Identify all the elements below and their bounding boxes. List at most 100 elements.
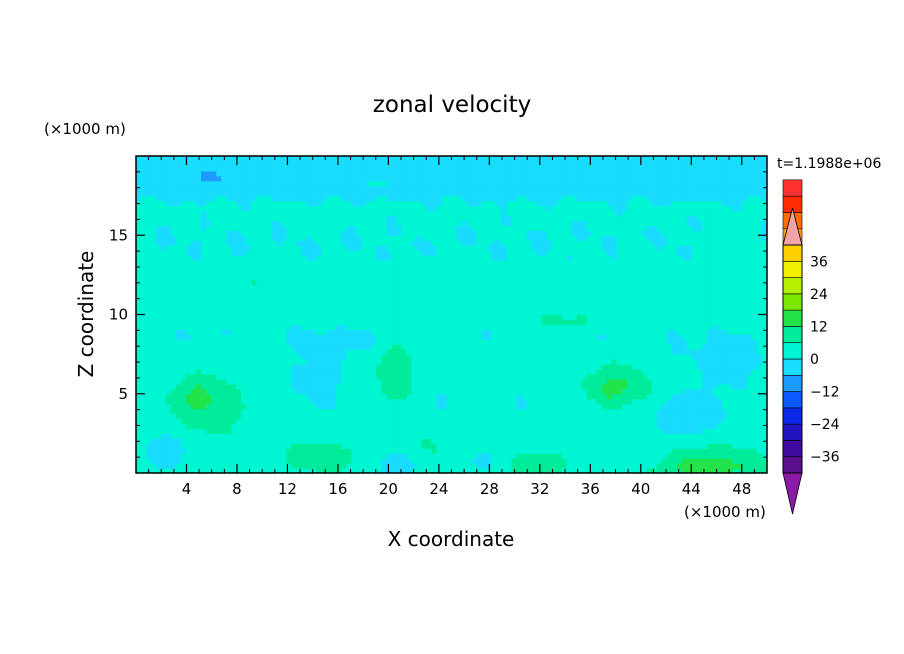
heatmap-cell [426,225,433,231]
heatmap-cell [211,383,217,390]
heatmap-cell [306,388,312,395]
heatmap-cell [201,205,207,212]
heatmap-cell [176,448,182,454]
heatmap-cell [371,170,377,177]
heatmap-cell [506,398,513,405]
heatmap-cell [141,294,147,301]
heatmap-cell [206,299,212,306]
heatmap-cell [371,334,377,340]
heatmap-cell [216,260,222,266]
heatmap-cell [426,359,433,365]
heatmap-cell [496,210,503,217]
heatmap-cell [491,443,498,449]
heatmap-cell [331,205,337,212]
heatmap-cell [476,240,483,246]
heatmap-cell [196,354,202,360]
heatmap-cell [146,418,152,425]
heatmap-cell [396,458,403,464]
heatmap-cell [321,359,327,365]
heatmap-cell [316,304,322,311]
heatmap-cell [296,418,302,425]
heatmap-cell [171,185,177,192]
heatmap-cell [191,458,197,464]
heatmap-cell [426,205,433,212]
heatmap-cell [316,279,322,286]
heatmap-cell [296,393,302,400]
heatmap-cell [291,230,297,236]
heatmap-cell [166,235,172,241]
heatmap-cell [511,210,518,217]
heatmap-cell [161,329,167,335]
heatmap-cell [511,160,518,167]
heatmap-cell [291,195,297,202]
heatmap-cell [386,165,393,172]
heatmap-cell [236,393,242,400]
heatmap-cell [336,398,342,405]
heatmap-cell [511,393,518,400]
heatmap-cell [146,349,152,355]
heatmap-cell [256,383,262,390]
heatmap-cell [411,255,418,261]
heatmap-cell [381,260,387,266]
heatmap-cell [401,190,408,197]
heatmap-cell [206,383,212,390]
heatmap-cell [476,250,483,256]
heatmap-cell [486,349,493,355]
heatmap-cell [386,170,393,177]
heatmap-cell [501,175,508,182]
heatmap-cell [391,433,398,439]
heatmap-cell [326,210,332,217]
heatmap-cell [166,215,172,221]
heatmap-cell [211,156,217,162]
heatmap-cell [506,180,513,187]
heatmap-cell [451,255,458,261]
heatmap-cell [446,156,453,162]
heatmap-cell [191,383,197,390]
heatmap-cell [496,354,503,360]
heatmap-cell [356,413,362,420]
heatmap-cell [226,339,232,345]
heatmap-cell [471,339,478,345]
heatmap-cell [381,220,387,226]
heatmap-cell [516,458,523,464]
heatmap-cell [151,220,157,226]
heatmap-cell [396,334,403,340]
heatmap-cell [321,264,327,271]
heatmap-cell [356,250,362,256]
heatmap-cell [391,240,398,246]
heatmap-cell [451,220,458,226]
heatmap-cell [451,408,458,415]
heatmap-cell [361,274,367,281]
heatmap-cell [151,160,157,167]
heatmap-cell [406,230,413,236]
heatmap-cell [331,230,337,236]
heatmap-cell [346,388,352,395]
heatmap-cell [371,463,377,469]
heatmap-cell [471,433,478,439]
heatmap-cell [431,220,438,226]
heatmap-cell [161,215,167,221]
heatmap-cell [201,334,207,340]
heatmap-cell [301,359,307,365]
heatmap-cell [416,408,423,415]
heatmap-cell [436,165,443,172]
heatmap-cell [496,294,503,301]
heatmap-cell [511,235,518,241]
heatmap-cell [246,264,252,271]
heatmap-cell [401,354,408,360]
heatmap-cell [371,309,377,316]
heatmap-cell [456,334,463,340]
heatmap-cell [511,225,518,231]
heatmap-cell [196,334,202,340]
heatmap-cell [411,418,418,425]
heatmap-cell [146,463,152,469]
heatmap-cell [486,215,493,221]
heatmap-cell [356,245,362,251]
heatmap-cell [471,383,478,390]
heatmap-cell [331,269,337,276]
heatmap-cell [241,458,247,464]
heatmap-cell [456,235,463,241]
heatmap-cell [436,364,443,370]
heatmap-cell [446,230,453,236]
heatmap-cell [276,269,282,276]
